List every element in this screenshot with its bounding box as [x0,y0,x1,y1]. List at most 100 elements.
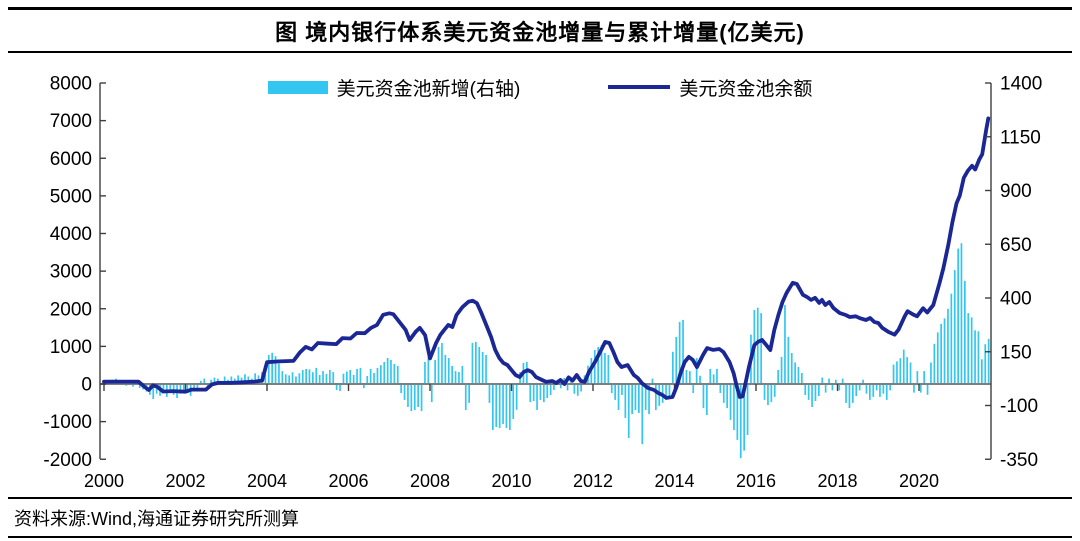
bar [407,384,409,407]
bar [339,384,341,392]
bar [363,384,365,389]
bar [964,280,966,384]
bar [349,370,352,384]
bar [729,384,732,420]
bar [648,384,650,415]
bar [841,378,844,384]
bar [784,305,786,384]
bar [794,362,796,384]
bar [322,371,324,384]
x-axis-tick-label: 2014 [654,471,694,491]
bar [281,371,284,384]
bar [536,384,538,410]
bar [614,384,616,400]
source-divider-rule [8,497,1072,499]
bar [267,355,270,384]
bar [169,384,172,392]
bar [699,375,701,384]
bar [807,384,810,400]
right-axis-tick-label: -350 [1000,450,1038,471]
line-series-swatch [608,85,671,89]
bar [329,370,331,384]
bar-series [104,243,990,459]
bar [610,384,613,393]
bar [638,384,640,413]
bar [913,384,915,393]
bar [244,374,246,384]
bar [413,384,416,410]
bar [828,378,830,384]
bar [597,347,599,384]
bar [318,375,321,384]
bar [835,379,837,384]
right-axis-ticks [985,82,991,460]
bar [984,344,987,384]
bar [668,384,671,397]
bar [824,384,827,393]
x-axis-tick-label: 2000 [84,471,124,491]
bar [403,384,406,400]
bar [953,270,956,384]
bar [593,350,596,384]
bar [675,336,678,384]
bar [790,353,793,384]
line-series-label: 美元资金池余额 [679,78,813,100]
bar [325,373,328,384]
bar [295,376,297,384]
right-axis-tick-label: 1150 [1000,127,1041,148]
bar [576,384,579,396]
x-axis-ticks [103,384,920,391]
bar [553,384,555,390]
bar [804,384,807,395]
bar [179,384,182,394]
bar [312,372,314,384]
bar [627,384,630,438]
bar [410,384,413,412]
bar [196,384,199,389]
bar [264,374,267,384]
bar [933,343,936,384]
bar [430,384,433,403]
bar [760,313,762,384]
bar-series-label: 美元资金池新增(右轴) [336,78,521,100]
bar [471,342,474,384]
bar [617,384,620,410]
bar [644,384,647,410]
left-axis-tick-label: 0 [81,375,92,396]
bar [943,318,946,384]
bar [770,384,773,403]
bar [441,342,443,384]
bar [947,308,949,385]
bar [702,384,705,409]
left-axis-ticks [100,82,106,460]
bar [695,358,698,384]
bar [631,384,633,415]
left-axis-labels: 8000 7000 6000 5000 4000 3000 2000 1000 0 -1000 -2… [43,74,92,471]
right-axis-tick-label: -100 [1000,396,1038,417]
left-axis-tick-label: 1000 [50,337,92,358]
bar [624,384,627,418]
bar [818,384,820,396]
bar [237,375,239,384]
bar [767,384,769,406]
bar [902,349,905,384]
bar [390,359,392,384]
bar [539,384,542,400]
bar [621,384,623,395]
bar [356,368,358,384]
bar [447,358,450,384]
bar [852,384,854,403]
bar [498,384,501,429]
bar [492,384,494,430]
bar [692,384,695,393]
bar [291,372,294,384]
bar [359,367,362,384]
bar [152,384,155,400]
left-axis-tick-label: 6000 [50,149,92,170]
title-divider-rule [8,51,1072,53]
bar [223,376,226,384]
bar [743,384,745,451]
bar [848,384,851,409]
left-axis-tick-label: 5000 [50,186,92,207]
bar [872,384,875,397]
